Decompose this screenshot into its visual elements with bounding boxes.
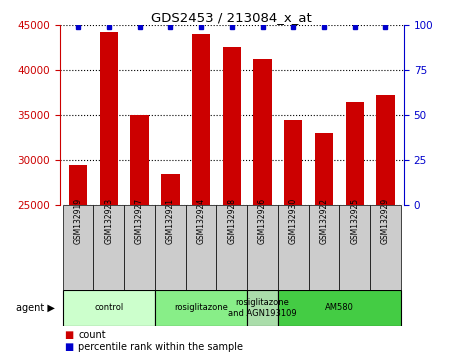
- Bar: [186, 205, 217, 290]
- Text: rosiglitazone
and AGN193109: rosiglitazone and AGN193109: [228, 298, 297, 318]
- Bar: [284, 120, 302, 205]
- Bar: [69, 165, 87, 205]
- Text: AM580: AM580: [325, 303, 354, 313]
- Bar: [278, 290, 401, 326]
- Bar: [155, 205, 186, 290]
- Bar: [278, 205, 308, 290]
- Bar: [346, 102, 364, 205]
- Text: GSM132928: GSM132928: [227, 198, 236, 244]
- Text: GSM132925: GSM132925: [350, 198, 359, 244]
- Bar: [94, 205, 124, 290]
- Text: GSM132929: GSM132929: [381, 198, 390, 244]
- Bar: [339, 205, 370, 290]
- Text: GSM132922: GSM132922: [319, 198, 329, 244]
- Text: GSM132919: GSM132919: [73, 198, 83, 244]
- Bar: [247, 290, 278, 326]
- Bar: [192, 34, 210, 205]
- Bar: [63, 290, 155, 326]
- Text: ■: ■: [64, 330, 73, 339]
- Bar: [247, 205, 278, 290]
- Text: control: control: [94, 303, 123, 313]
- Text: GSM132926: GSM132926: [258, 198, 267, 244]
- Bar: [63, 205, 94, 290]
- Bar: [130, 115, 149, 205]
- Bar: [124, 205, 155, 290]
- Bar: [370, 205, 401, 290]
- Title: GDS2453 / 213084_x_at: GDS2453 / 213084_x_at: [151, 11, 312, 24]
- Bar: [155, 290, 247, 326]
- Bar: [217, 205, 247, 290]
- Bar: [223, 47, 241, 205]
- Text: rosiglitazone: rosiglitazone: [174, 303, 228, 313]
- Bar: [315, 133, 333, 205]
- Text: GSM132923: GSM132923: [104, 198, 113, 244]
- Bar: [253, 59, 272, 205]
- Text: GSM132924: GSM132924: [196, 198, 206, 244]
- Bar: [376, 95, 395, 205]
- Text: GSM132927: GSM132927: [135, 198, 144, 244]
- Text: GSM132921: GSM132921: [166, 198, 175, 244]
- Text: ■: ■: [64, 342, 73, 352]
- Bar: [100, 32, 118, 205]
- Bar: [308, 205, 339, 290]
- Text: count: count: [78, 330, 106, 339]
- Text: agent ▶: agent ▶: [16, 303, 55, 313]
- Bar: [161, 174, 179, 205]
- Text: percentile rank within the sample: percentile rank within the sample: [78, 342, 243, 352]
- Text: GSM132930: GSM132930: [289, 197, 298, 244]
